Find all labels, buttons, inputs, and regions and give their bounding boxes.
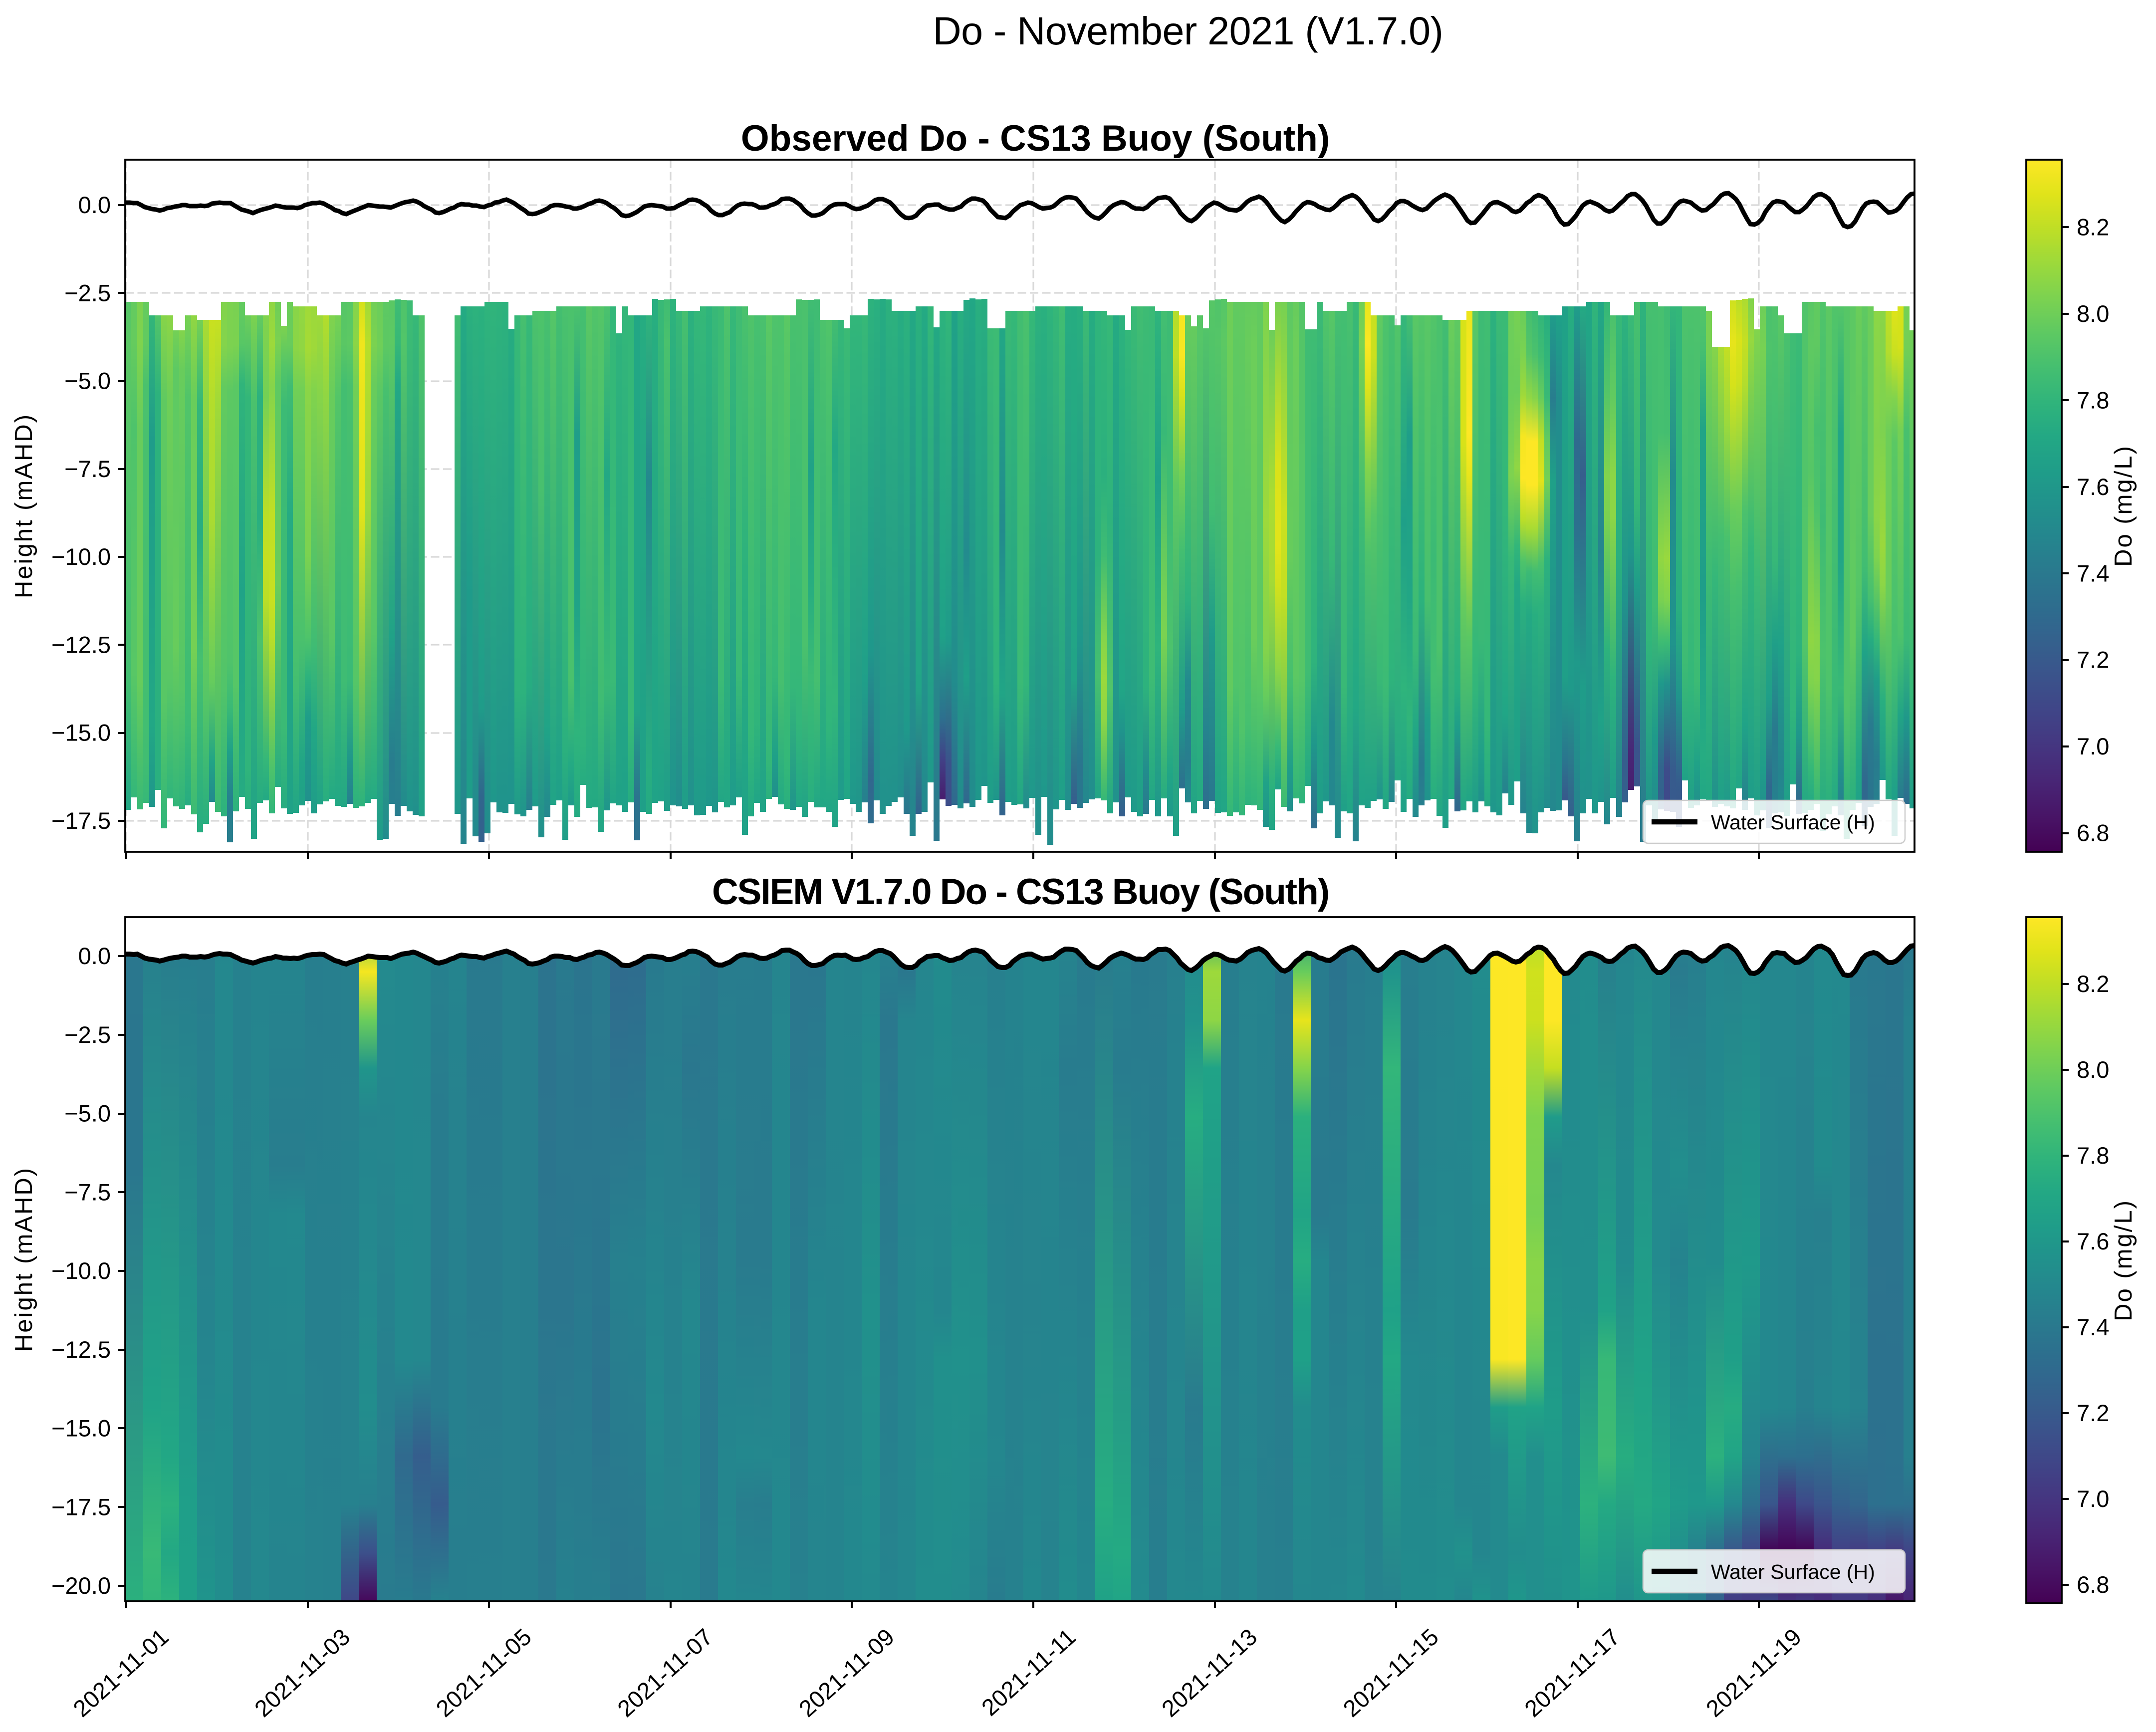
svg-text:−10.0: −10.0 [51,1257,111,1284]
svg-text:CSIEM V1.7.0 Do - CS13 Buoy (S: CSIEM V1.7.0 Do - CS13 Buoy (South) [712,872,1329,912]
svg-text:−7.5: −7.5 [64,1179,111,1205]
svg-text:Height (mAHD): Height (mAHD) [10,1167,37,1352]
svg-text:Observed Do - CS13 Buoy (South: Observed Do - CS13 Buoy (South) [741,118,1330,159]
svg-text:7.2: 7.2 [2077,1400,2109,1426]
svg-text:8.2: 8.2 [2077,971,2109,997]
svg-text:7.4: 7.4 [2077,560,2109,586]
svg-text:8.0: 8.0 [2077,1056,2109,1083]
svg-text:−15.0: −15.0 [51,1415,111,1442]
svg-text:6.8: 6.8 [2077,820,2109,846]
svg-text:−5.0: −5.0 [64,368,111,394]
svg-text:7.6: 7.6 [2077,474,2109,500]
svg-text:−2.5: −2.5 [64,1021,111,1048]
svg-text:−15.0: −15.0 [51,720,111,746]
svg-text:Do (mg/L): Do (mg/L) [2110,1199,2137,1321]
svg-text:−7.5: −7.5 [64,456,111,482]
svg-text:Height (mAHD): Height (mAHD) [10,413,37,598]
svg-text:6.8: 6.8 [2077,1571,2109,1598]
svg-text:8.0: 8.0 [2077,300,2109,327]
svg-text:Water Surface (H): Water Surface (H) [1711,1560,1875,1583]
svg-text:7.0: 7.0 [2077,1485,2109,1512]
svg-text:−17.5: −17.5 [51,1493,111,1520]
svg-text:0.0: 0.0 [78,943,111,969]
svg-text:−12.5: −12.5 [51,631,111,658]
svg-text:8.2: 8.2 [2077,214,2109,240]
svg-text:0.0: 0.0 [78,192,111,218]
svg-text:Water Surface (H): Water Surface (H) [1711,811,1875,834]
svg-text:7.0: 7.0 [2077,733,2109,759]
svg-text:7.4: 7.4 [2077,1314,2109,1340]
svg-text:−2.5: −2.5 [64,279,111,306]
svg-text:Do (mg/L): Do (mg/L) [2110,445,2137,567]
svg-text:−12.5: −12.5 [51,1336,111,1363]
svg-text:7.8: 7.8 [2077,1142,2109,1169]
svg-text:−20.0: −20.0 [51,1572,111,1599]
svg-text:−17.5: −17.5 [51,807,111,834]
svg-text:−10.0: −10.0 [51,543,111,570]
svg-text:7.6: 7.6 [2077,1228,2109,1254]
svg-text:7.2: 7.2 [2077,647,2109,673]
svg-text:Do - November 2021 (V1.7.0): Do - November 2021 (V1.7.0) [933,8,1443,53]
svg-text:−5.0: −5.0 [64,1100,111,1127]
svg-text:7.8: 7.8 [2077,387,2109,413]
